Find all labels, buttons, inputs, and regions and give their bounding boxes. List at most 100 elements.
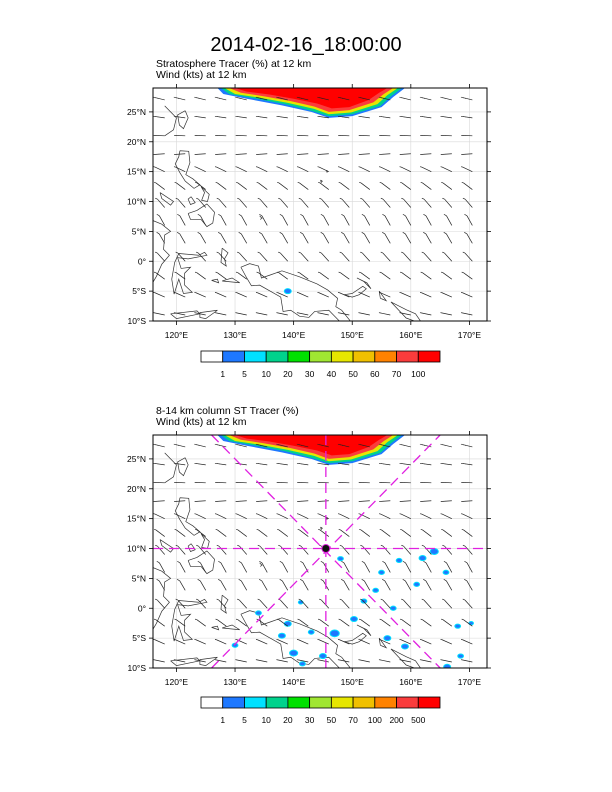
wind-barb-shaft: [239, 198, 248, 208]
wind-barb-shaft: [400, 513, 411, 519]
colorbar-label: 500: [411, 715, 425, 725]
wind-barb-flag: [320, 579, 324, 582]
wind-barb-shaft: [341, 198, 350, 208]
wind-barb-shaft: [299, 272, 309, 280]
wind-barb-shaft: [340, 272, 350, 280]
wind-barb-flag: [237, 544, 240, 547]
colorbar-box-0: [200, 696, 224, 709]
wind-barb-flag: [216, 598, 220, 601]
wind-barb-shaft: [236, 513, 247, 519]
coastline-0: [164, 105, 177, 137]
colorbar-label: 10: [261, 369, 271, 379]
wind-barb-flag: [174, 618, 177, 621]
wind-barb-flag: [379, 182, 382, 184]
wind-barb-shaft: [239, 599, 248, 609]
panel1-frame: [152, 87, 488, 322]
wind-barb-shaft: [422, 529, 432, 537]
wind-barb-shaft: [359, 166, 370, 172]
wind-barb-shaft: [177, 198, 186, 208]
wind-barb-shaft: [441, 639, 452, 645]
wind-barb-shaft: [440, 462, 452, 466]
wind-barb-flag: [464, 232, 468, 235]
wind-barb-flag: [402, 232, 406, 235]
panel2-map: 120°E 130°E 140°E 150°E 160°E 170°E 25°N 20°N 15…: [127, 431, 491, 687]
wind-barb-shaft: [280, 252, 289, 262]
wind-barb-shaft: [259, 545, 268, 555]
wind-barb-flag: [443, 232, 447, 235]
wind-barb-flag: [238, 232, 242, 235]
wind-barb-flag: [277, 182, 280, 184]
lat-label: 25°N: [127, 107, 146, 117]
wind-barb-shaft: [300, 545, 309, 555]
wind-barb-shaft: [215, 115, 227, 119]
coastline-9: [220, 594, 229, 614]
coastline-8: [171, 251, 208, 295]
wind-barb-shaft: [423, 599, 432, 609]
wind-barb-flag: [215, 529, 218, 531]
wind-barb-flag: [215, 618, 218, 621]
wind-barb-shaft: [298, 513, 309, 519]
lon-label: 130°E: [223, 677, 247, 687]
colorbar-box-6: [330, 696, 354, 709]
wind-barb-flag: [361, 232, 365, 235]
wind-barb-flag: [197, 579, 201, 582]
wind-barb-shaft: [321, 599, 330, 609]
wind-barb-shaft: [237, 529, 247, 537]
wind-barb-flag: [421, 598, 425, 601]
wind-barb-shaft: [444, 252, 453, 262]
wind-barb-shaft: [364, 562, 371, 573]
wind-barb-shaft: [319, 182, 330, 190]
wind-barb-shaft: [215, 312, 227, 316]
wind-barb-shaft: [195, 513, 206, 519]
wind-barb-flag: [195, 529, 198, 531]
wind-barb-flag: [442, 598, 445, 601]
lon-label: 170°E: [458, 677, 482, 687]
wind-barb-flag: [298, 598, 302, 601]
coastline-4: [187, 543, 196, 552]
wind-barb-flag: [278, 544, 281, 547]
wind-barb-flag: [279, 560, 283, 564]
wind-barb-flag: [256, 182, 259, 184]
wind-barb-shaft: [399, 500, 411, 502]
wind-barb-shaft: [300, 198, 309, 208]
tracer-blob-21: [457, 653, 465, 659]
wind-barb-shaft: [338, 312, 350, 316]
coastline-20: [320, 179, 323, 184]
wind-barb-flag: [382, 232, 385, 235]
wind-barb-flag: [153, 618, 156, 621]
wind-barb-flag: [196, 544, 199, 547]
wind-barb-flag: [464, 579, 468, 582]
wind-barb-shaft: [360, 182, 371, 190]
storm-center-marker: [321, 544, 331, 554]
colorbar-box-1: [222, 696, 245, 709]
wind-barb-shaft: [278, 529, 288, 537]
wind-barb-shaft: [280, 198, 289, 208]
wind-barb-shaft: [257, 639, 268, 645]
wind-barb-shaft: [399, 153, 411, 155]
lat-label: 10°N: [127, 197, 146, 207]
wind-barb-shaft: [358, 462, 370, 466]
wind-barb-shaft: [300, 252, 309, 262]
coastline-13: [343, 285, 367, 298]
wind-barb-shaft: [280, 545, 289, 555]
wind-barb-shaft: [217, 529, 227, 537]
wind-barb-flag: [154, 251, 158, 254]
wind-barb-shaft: [153, 462, 165, 466]
wind-barb-shaft: [195, 639, 206, 645]
wind-barb-shaft: [461, 500, 473, 502]
wind-barb-shaft: [461, 462, 473, 466]
wind-barb-shaft: [317, 153, 329, 155]
wind-barb-flag: [380, 598, 384, 601]
wind-barb-flag: [238, 579, 242, 582]
wind-barb-flag: [402, 213, 406, 217]
wind-barb-shaft: [399, 659, 411, 663]
wind-barb-shaft: [360, 529, 371, 537]
wind-barb-shaft: [276, 462, 288, 466]
wind-barb-flag: [338, 271, 341, 274]
panel2-title-line2: Wind (kts) at 12 km: [156, 416, 247, 428]
wind-barb-shaft: [220, 562, 227, 573]
wind-barb-shaft: [358, 153, 370, 155]
wind-barb-flag: [300, 213, 304, 217]
wind-barb-flag: [341, 560, 345, 564]
colorbar-label: 100: [368, 715, 382, 725]
